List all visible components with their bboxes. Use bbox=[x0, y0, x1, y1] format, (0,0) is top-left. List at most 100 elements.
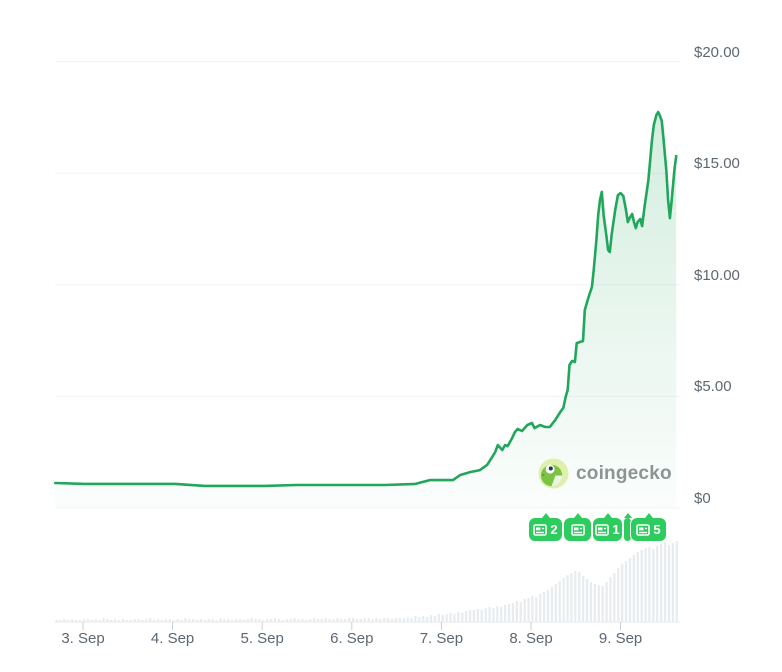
volume-bar bbox=[227, 619, 230, 622]
volume-bar bbox=[137, 619, 140, 622]
x-axis-tick-label: 6. Sep bbox=[330, 630, 374, 647]
x-axis-tick-label: 9. Sep bbox=[598, 630, 643, 647]
volume-bar bbox=[558, 581, 561, 622]
coingecko-logo-icon bbox=[538, 458, 569, 489]
volume-bar bbox=[316, 619, 320, 622]
volume-bar bbox=[640, 550, 643, 622]
volume-bar bbox=[394, 618, 398, 622]
volume-bar bbox=[250, 618, 253, 622]
volume-bar bbox=[667, 545, 671, 622]
volume-bar bbox=[199, 619, 203, 622]
volume-bar bbox=[305, 620, 308, 622]
volume-bar bbox=[375, 618, 378, 622]
volume-bar bbox=[511, 603, 515, 622]
volume-bar bbox=[660, 544, 663, 622]
volume-bar bbox=[519, 602, 522, 622]
volume-bar bbox=[609, 577, 612, 622]
volume-bar bbox=[531, 596, 534, 622]
volume-bar bbox=[293, 618, 296, 622]
volume-bar bbox=[605, 582, 608, 622]
volume-bar bbox=[332, 619, 335, 622]
volume-bar bbox=[593, 584, 596, 622]
volume-bar bbox=[231, 620, 234, 622]
price-area-fill bbox=[55, 112, 677, 508]
volume-bar bbox=[71, 619, 74, 622]
volume-bar bbox=[281, 620, 284, 622]
news-marker-badge[interactable]: 2 bbox=[529, 513, 562, 541]
volume-bar bbox=[301, 619, 304, 622]
volume-bar bbox=[184, 618, 187, 622]
volume-bar bbox=[433, 616, 437, 622]
volume-bar bbox=[437, 614, 440, 622]
volume-bar bbox=[219, 618, 222, 622]
news-marker-arrow bbox=[644, 513, 653, 518]
news-marker-badge[interactable]: 1 bbox=[593, 513, 622, 541]
volume-bar bbox=[402, 618, 405, 622]
volume-bar bbox=[215, 620, 218, 622]
volume-bar bbox=[418, 617, 421, 622]
volume-bar bbox=[114, 619, 117, 622]
y-axis-tick-label: $0 bbox=[694, 490, 711, 507]
volume-bar bbox=[129, 620, 132, 622]
volume-bar bbox=[75, 620, 78, 622]
volume-bar bbox=[390, 619, 394, 622]
volume-bar bbox=[192, 619, 195, 622]
news-marker-arrow bbox=[541, 513, 550, 518]
volume-bar bbox=[496, 606, 499, 622]
volume-bar bbox=[379, 619, 382, 622]
volume-bar bbox=[297, 619, 300, 622]
volume-bar bbox=[624, 561, 628, 622]
y-axis-tick-label: $15.00 bbox=[694, 155, 740, 173]
volume-bar bbox=[309, 619, 312, 622]
x-axis-tick-label: 7. Sep bbox=[419, 630, 464, 647]
volume-bar bbox=[582, 576, 585, 622]
volume-bar bbox=[656, 546, 659, 622]
volume-bar bbox=[445, 614, 448, 622]
volume-bar bbox=[410, 618, 413, 622]
volume-bar bbox=[90, 620, 93, 622]
volume-bar bbox=[55, 620, 58, 622]
volume-bar bbox=[78, 620, 82, 622]
volume-bar bbox=[387, 618, 390, 622]
volume-bar bbox=[98, 620, 101, 622]
volume-bar bbox=[578, 572, 581, 622]
volume-bar bbox=[121, 619, 125, 622]
news-marker-badge[interactable] bbox=[564, 513, 591, 541]
volume-bar bbox=[234, 619, 238, 622]
volume-bar bbox=[492, 608, 495, 622]
volume-bar bbox=[238, 619, 242, 622]
volume-bar bbox=[663, 542, 667, 622]
volume-bar bbox=[149, 618, 152, 622]
x-axis-tick-label: 5. Sep bbox=[240, 630, 284, 647]
volume-bar bbox=[429, 615, 433, 622]
volume-bar bbox=[254, 619, 257, 622]
volume-bar bbox=[82, 619, 86, 622]
volume-bar bbox=[102, 618, 105, 622]
news-marker-count: 1 bbox=[612, 522, 620, 537]
volume-bar bbox=[648, 547, 651, 622]
volume-bar bbox=[359, 619, 362, 622]
news-marker-badge[interactable] bbox=[623, 513, 632, 541]
x-axis-tick-label: 8. Sep bbox=[509, 630, 553, 647]
volume-bar bbox=[63, 619, 66, 622]
volume-bar bbox=[621, 564, 624, 622]
price-area bbox=[55, 112, 677, 508]
price-line-path bbox=[53, 110, 678, 488]
volume-bar bbox=[550, 587, 554, 622]
volume-bar bbox=[340, 619, 343, 622]
volume-bar bbox=[613, 573, 616, 622]
volume-bars bbox=[55, 541, 678, 622]
volume-bar bbox=[476, 609, 479, 622]
news-marker-arrow bbox=[573, 513, 582, 518]
volume-bar bbox=[585, 579, 589, 622]
volume-bar bbox=[566, 575, 569, 622]
volume-bar bbox=[203, 620, 206, 622]
volume-bar bbox=[632, 555, 635, 622]
volume-bar bbox=[472, 610, 476, 622]
newspaper-icon bbox=[533, 523, 548, 536]
news-marker-badge[interactable]: 5 bbox=[631, 513, 666, 541]
newspaper-icon bbox=[595, 523, 610, 536]
coingecko-wordmark: coingecko bbox=[576, 462, 672, 484]
volume-bar bbox=[273, 618, 277, 622]
